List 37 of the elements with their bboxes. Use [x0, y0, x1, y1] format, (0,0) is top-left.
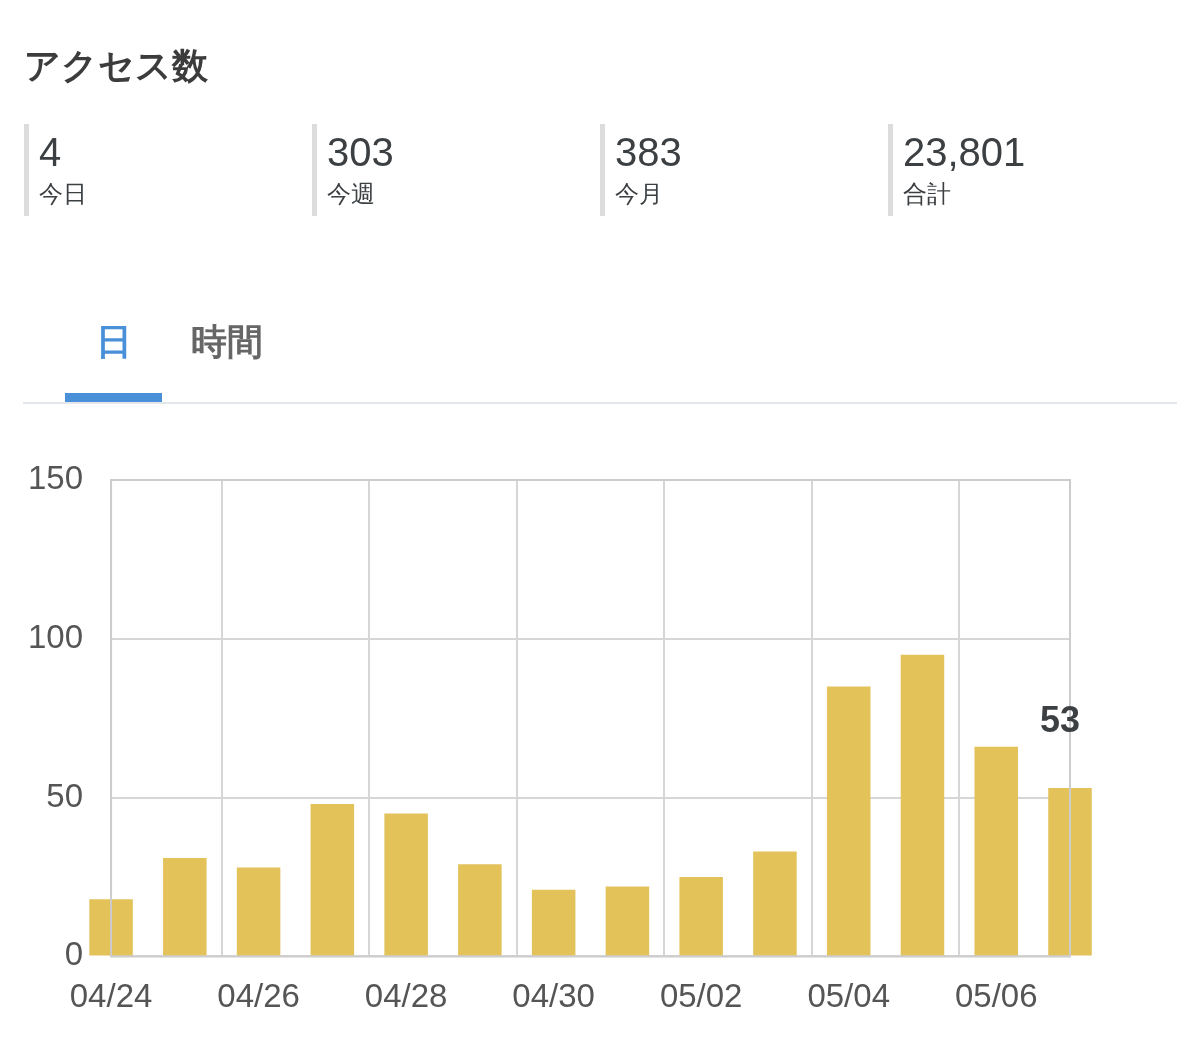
bar	[605, 886, 650, 956]
bar	[679, 877, 723, 956]
text: 時間	[191, 320, 263, 364]
data-label: 53	[1039, 698, 1081, 740]
x-tick-label: 05/06	[954, 977, 1038, 1015]
text: 今日	[39, 180, 87, 208]
text: 383	[615, 130, 682, 174]
x-tick-label: 04/30	[512, 977, 595, 1015]
x-tick-label: 05/02	[659, 977, 743, 1015]
bar	[89, 899, 133, 956]
bar	[974, 746, 1018, 956]
x-tick-label: 04/28	[364, 977, 448, 1015]
y-tick-label: 100	[28, 617, 84, 655]
text: 今月	[615, 180, 663, 208]
y-tick-label: 0	[64, 935, 84, 973]
bar	[900, 654, 945, 956]
text: アクセス数	[24, 44, 208, 88]
y-tick-label: 150	[28, 459, 84, 497]
text: 23,801	[903, 130, 1026, 174]
x-tick-label: 04/24	[69, 977, 153, 1015]
bar	[531, 889, 576, 956]
x-tick-label: 05/04	[807, 977, 890, 1015]
bar	[310, 803, 355, 956]
bar	[384, 813, 428, 956]
y-tick-label: 50	[46, 776, 84, 814]
text: 日	[96, 320, 132, 364]
text: 合計	[903, 180, 951, 208]
text: 4	[39, 130, 62, 174]
bar	[826, 686, 871, 956]
bar	[163, 857, 207, 956]
bar	[458, 864, 502, 956]
text: 303	[327, 130, 394, 174]
bar	[1048, 788, 1092, 956]
text: 今週	[327, 180, 375, 208]
bar	[236, 867, 281, 956]
x-tick-label: 04/26	[217, 977, 300, 1015]
bar	[753, 851, 797, 956]
